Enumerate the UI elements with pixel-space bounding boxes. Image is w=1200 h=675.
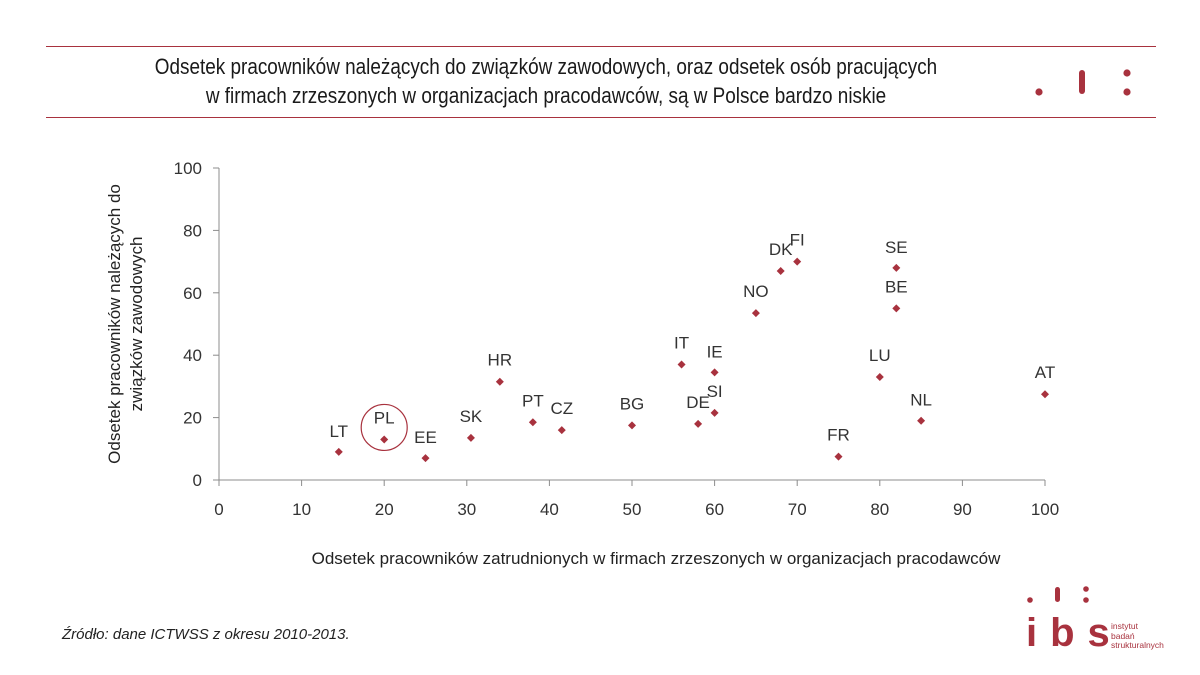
point-label-no: NO [743, 282, 769, 301]
point-label-se: SE [885, 238, 908, 257]
point-marker-bg [628, 421, 636, 430]
y-tick-label: 20 [183, 409, 202, 428]
point-marker-fr [834, 452, 843, 461]
point-label-nl: NL [910, 391, 932, 410]
y-tick-label: 60 [183, 284, 202, 303]
point-label-it: IT [674, 334, 689, 353]
point-label-pt: PT [522, 391, 544, 410]
point-marker-no [751, 309, 760, 318]
brand-dots-icon [1035, 69, 1131, 96]
point-label-pl: PL [374, 408, 395, 427]
header-bottom-rule [46, 117, 1156, 118]
x-tick-label: 40 [540, 500, 559, 519]
point-marker-pt [528, 418, 537, 427]
point-label-ie: IE [707, 342, 723, 361]
x-tick-label: 20 [375, 500, 394, 519]
y-tick-label: 0 [193, 471, 202, 490]
point-label-at: AT [1035, 363, 1055, 382]
point-marker-at [1041, 390, 1049, 399]
point-label-be: BE [885, 277, 908, 296]
title-line-1: Odsetek pracowników należących do związk… [154, 54, 938, 79]
logo-line-3: strukturalnych [1111, 640, 1164, 650]
x-tick-label: 90 [953, 500, 972, 519]
logo-line-2: badań [1111, 630, 1135, 641]
point-marker-lu [875, 373, 884, 382]
point-marker-be [892, 304, 901, 313]
title-line-2: w firmach zrzeszonych w organizacjach pr… [205, 83, 887, 108]
x-tick-label: 60 [705, 500, 724, 519]
point-marker-se [892, 263, 901, 272]
point-label-fr: FR [827, 426, 850, 445]
point-marker-lt [334, 447, 343, 456]
x-tick-label: 30 [457, 500, 476, 519]
header-top-rule [46, 46, 1156, 47]
point-label-lt: LT [329, 422, 348, 441]
point-marker-dk [776, 266, 785, 275]
x-tick-label: 0 [214, 500, 223, 519]
point-marker-it [677, 360, 686, 369]
point-label-ee: EE [414, 428, 437, 447]
point-label-cz: CZ [550, 399, 573, 418]
point-marker-pl [380, 435, 389, 444]
point-marker-sk [466, 433, 475, 442]
logo-caption: instytut badań strukturalnych [1111, 621, 1164, 651]
ibs-logo-icon: ibs [1026, 586, 1123, 655]
y-tick-label: 80 [183, 221, 202, 240]
y-axis-title: Odsetek pracowników należących do związkó… [105, 184, 146, 464]
x-tick-label: 70 [788, 500, 807, 519]
y-axis-title-line: Odsetek pracowników należących do [105, 184, 124, 464]
point-marker-hr [495, 377, 504, 386]
page-title: Odsetek pracowników należących do związk… [116, 52, 976, 110]
point-marker-ee [421, 454, 430, 463]
point-marker-fi [793, 257, 802, 266]
point-marker-nl [917, 416, 926, 425]
point-label-dk: DK [769, 240, 793, 259]
point-marker-si [710, 408, 719, 417]
point-label-de: DE [686, 393, 710, 412]
x-axis-title: Odsetek pracowników zatrudnionych w firm… [312, 549, 1002, 568]
y-tick-label: 100 [174, 159, 202, 178]
x-tick-label: 50 [623, 500, 642, 519]
y-axis-title-line: związków zawodowych [127, 237, 146, 412]
point-label-si: SI [707, 382, 723, 401]
point-label-lu: LU [869, 346, 891, 365]
logo-line-1: instytut [1111, 621, 1138, 631]
point-label-sk: SK [460, 407, 483, 426]
y-tick-label: 40 [183, 346, 202, 365]
point-marker-de [694, 419, 703, 428]
point-label-hr: HR [488, 351, 513, 370]
logo-letters: ibs [1026, 611, 1123, 655]
x-tick-label: 80 [870, 500, 889, 519]
source-note: Źródło: dane ICTWSS z okresu 2010-2013. [62, 626, 350, 643]
point-marker-cz [557, 426, 566, 435]
x-tick-label: 100 [1031, 500, 1059, 519]
chart-ticks: 0 10 20 30 40 50 60 70 80 90 100 0 20 40 60 80 100 [174, 159, 1060, 519]
point-marker-ie [710, 368, 719, 377]
point-label-bg: BG [620, 394, 645, 413]
x-tick-label: 10 [292, 500, 311, 519]
point-label-fi: FI [790, 231, 805, 250]
highlight-circle [360, 403, 408, 452]
chart-axis-labels: Odsetek pracowników zatrudnionych w firm… [105, 184, 1001, 568]
